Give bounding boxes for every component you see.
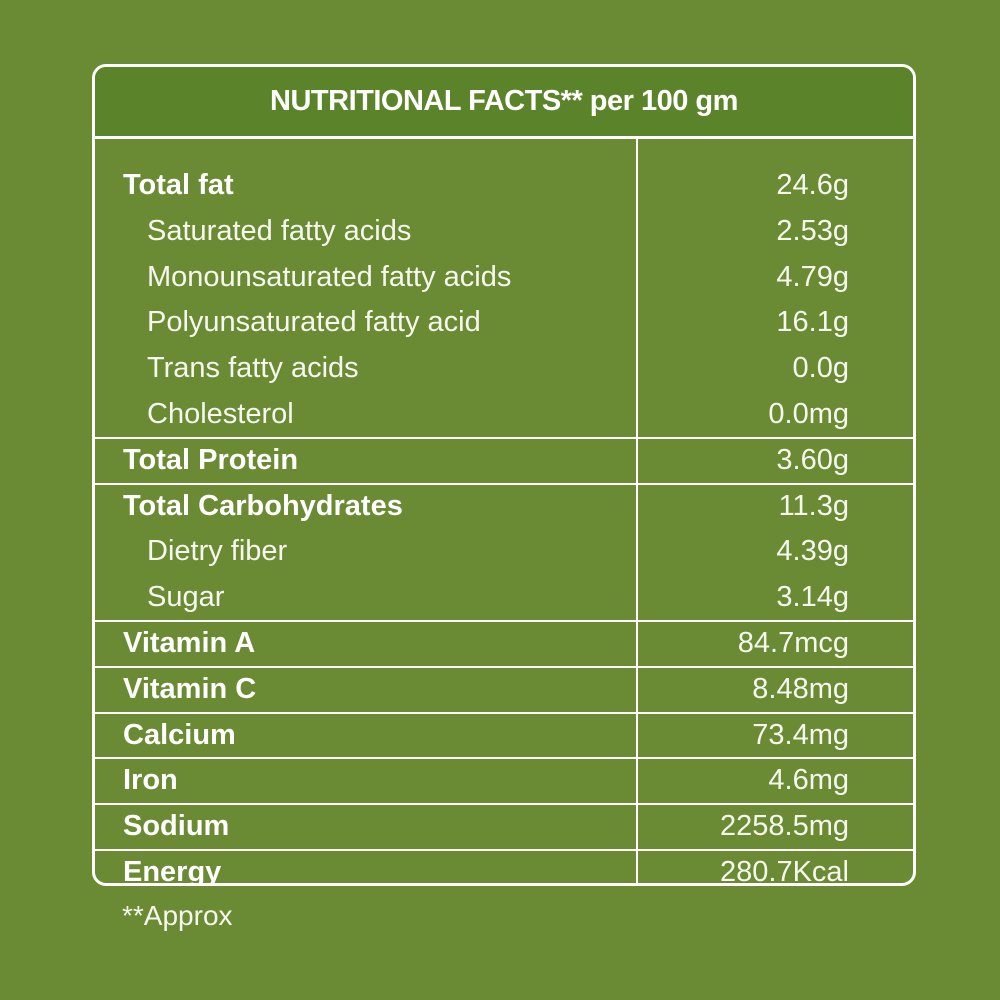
row-divider <box>95 711 913 714</box>
table-row: Sugar 3.14g <box>95 575 913 620</box>
nutrient-value: 3.60g <box>776 443 849 476</box>
row-divider <box>95 665 913 668</box>
table-title: NUTRITIONAL FACTS** per 100 gm <box>270 85 738 117</box>
nutrient-label: Total Carbohydrates <box>123 489 403 522</box>
nutrient-label: Sodium <box>123 810 230 843</box>
nutrient-value: 4.79g <box>776 260 849 293</box>
nutrient-value: 84.7mcg <box>737 627 849 659</box>
nutrient-value: 2258.5mg <box>720 810 849 843</box>
nutrient-value: 11.3g <box>778 489 849 522</box>
column-divider <box>636 139 638 883</box>
table-header: NUTRITIONAL FACTS** per 100 gm <box>95 67 913 139</box>
row-divider <box>95 849 913 851</box>
table-row: Iron 4.6mg <box>95 758 913 803</box>
table-row: Vitamin A 84.7mcg <box>95 621 913 666</box>
nutrient-value: 2.53g <box>776 214 849 247</box>
nutrient-value: 280.7Kcal <box>720 856 849 886</box>
table-row: Trans fatty acids 0.0g <box>95 346 913 391</box>
nutrient-value: 4.39g <box>776 535 849 568</box>
table-row: Calcium 73.4mg <box>95 713 913 758</box>
nutrient-value: 8.48mg <box>752 672 849 705</box>
row-divider <box>95 482 913 485</box>
table-row: Total fat 24.6g <box>95 163 913 208</box>
nutrient-label: Polyunsaturated fatty acid <box>147 306 481 339</box>
nutrient-value: 3.14g <box>776 581 849 614</box>
footnote: **Approx <box>122 900 233 931</box>
row-divider <box>95 757 913 760</box>
table-row: Energy 280.7Kcal <box>95 850 913 886</box>
row-divider <box>95 436 913 439</box>
table-row: Total Protein 3.60g <box>95 438 913 483</box>
nutrient-label: Sugar <box>147 581 225 614</box>
table-row: Total Carbohydrates 11.3g <box>95 484 913 529</box>
nutrition-table: NUTRITIONAL FACTS** per 100 gm Total fat… <box>92 64 916 886</box>
nutrient-label: Total fat <box>123 169 234 201</box>
nutrient-label: Trans fatty acids <box>147 352 359 385</box>
nutrient-label: Energy <box>123 856 222 886</box>
row-divider <box>95 803 913 806</box>
table-row: Monounsaturated fatty acids 4.79g <box>95 255 913 300</box>
table-row: Vitamin C 8.48mg <box>95 667 913 712</box>
nutrient-value: 73.4mg <box>752 718 849 751</box>
nutrient-label: Cholesterol <box>147 398 294 430</box>
table-row: Sodium 2258.5mg <box>95 804 913 849</box>
table-row: Dietry fiber 4.39g <box>95 529 913 574</box>
nutrient-label: Monounsaturated fatty acids <box>147 260 512 293</box>
nutrient-value: 24.6g <box>776 169 849 201</box>
table-row: Saturated fatty acids 2.53g <box>95 209 913 254</box>
nutrient-label: Dietry fiber <box>147 535 288 568</box>
nutrient-label: Vitamin C <box>123 672 257 705</box>
nutrient-value: 16.1g <box>776 306 849 339</box>
nutrient-label: Vitamin A <box>123 627 256 659</box>
nutrient-label: Iron <box>123 764 178 797</box>
table-row: Cholesterol 0.0mg <box>95 392 913 437</box>
nutrient-label: Saturated fatty acids <box>147 214 412 247</box>
nutrient-value: 4.6mg <box>768 764 849 797</box>
nutrient-label: Calcium <box>123 718 236 751</box>
nutrient-value: 0.0mg <box>768 398 849 430</box>
nutrient-value: 0.0g <box>792 352 849 385</box>
table-row: Polyunsaturated fatty acid 16.1g <box>95 300 913 345</box>
nutrient-label: Total Protein <box>123 443 299 476</box>
row-divider <box>95 620 913 622</box>
